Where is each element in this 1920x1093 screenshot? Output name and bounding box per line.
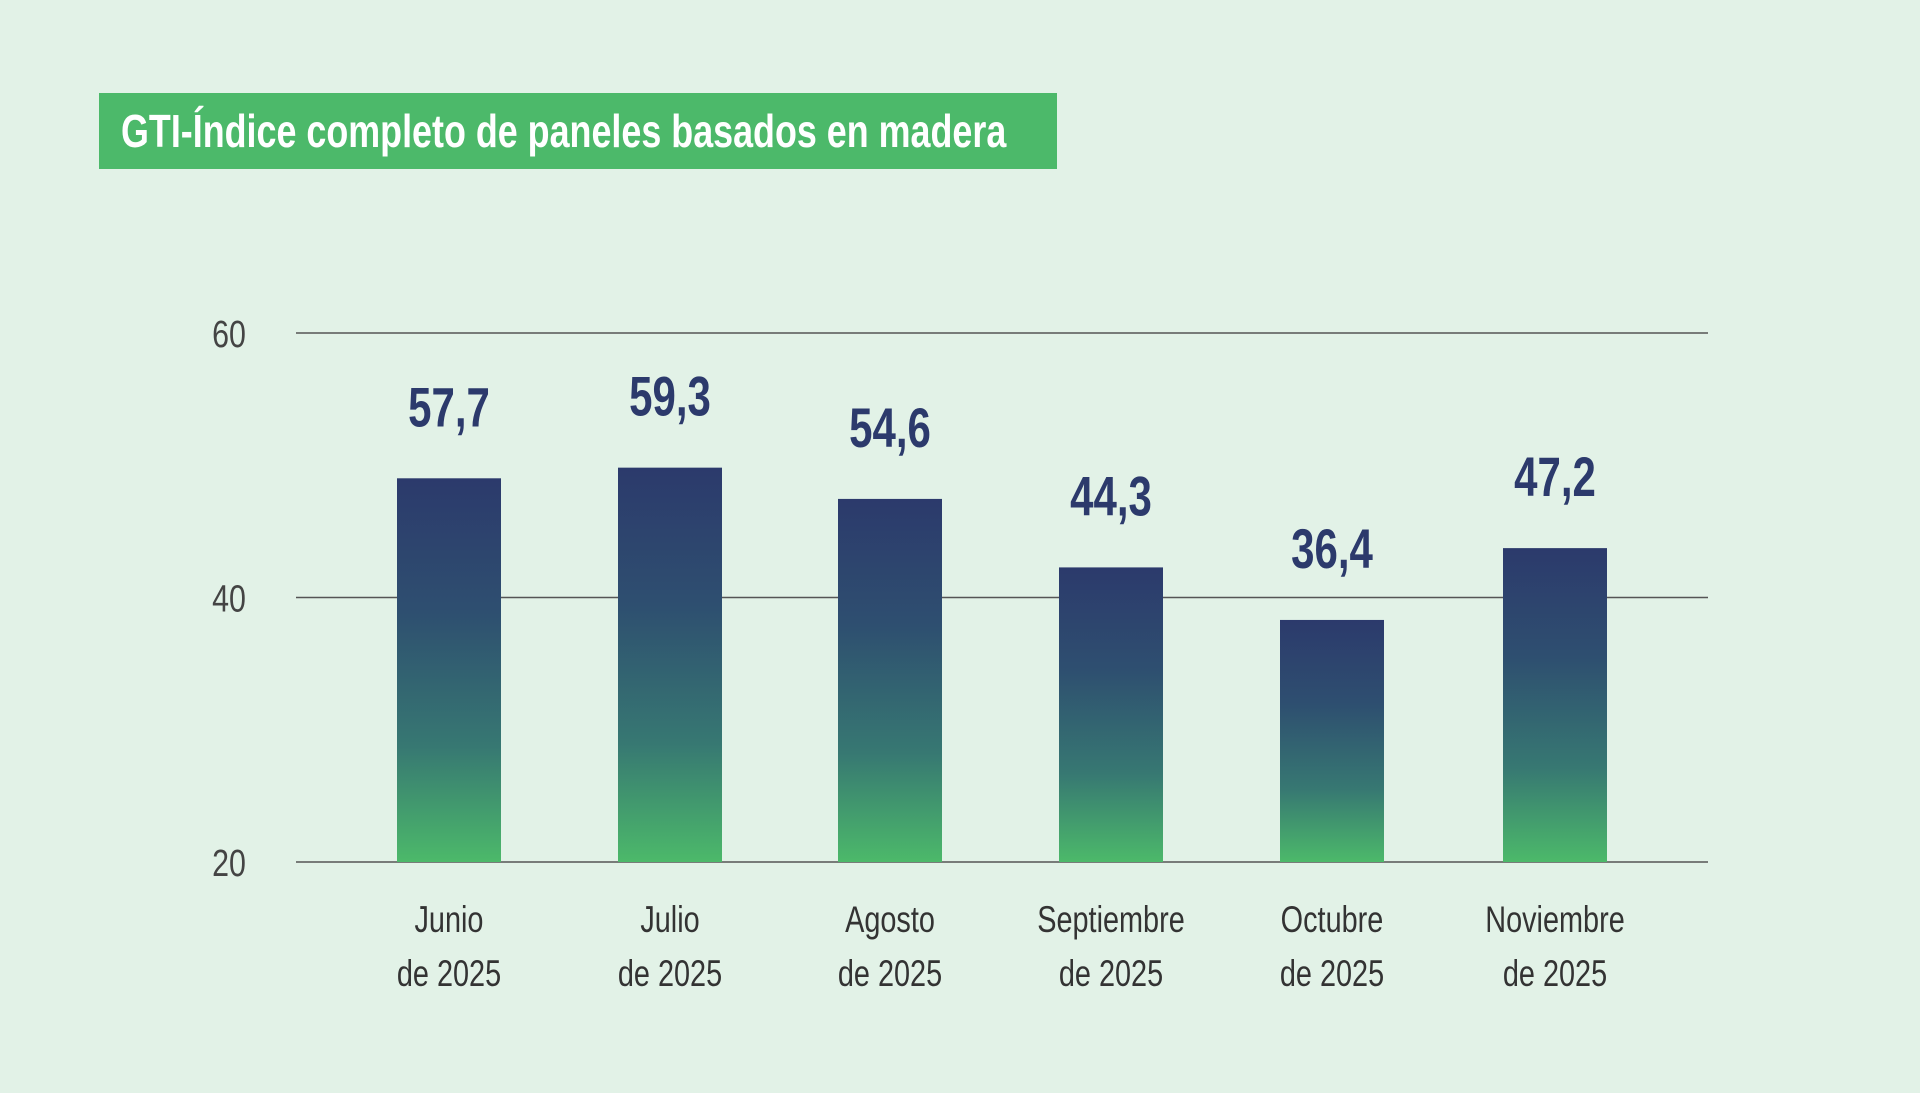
y-tick-label: 60 — [212, 314, 246, 356]
y-tick-label: 40 — [212, 578, 246, 620]
chart-title: GTI-Índice completo de paneles basados e… — [121, 105, 1007, 157]
x-tick-label: de 2025 — [397, 954, 501, 995]
data-label: 47,2 — [1514, 446, 1596, 508]
x-tick-label: Septiembre — [1037, 900, 1185, 941]
x-tick-label: Junio — [415, 900, 484, 941]
chart-title-box: GTI-Índice completo de paneles basados e… — [99, 93, 1057, 169]
x-tick-label: Octubre — [1281, 900, 1384, 941]
x-tick-label: de 2025 — [1280, 954, 1384, 995]
x-tick-label: Noviembre — [1485, 900, 1625, 941]
data-label: 36,4 — [1291, 518, 1373, 580]
bar — [1280, 619, 1384, 862]
data-label: 44,3 — [1070, 466, 1152, 528]
bar — [618, 467, 722, 862]
bar — [1503, 548, 1607, 862]
bar — [838, 498, 942, 862]
bar — [397, 478, 501, 862]
x-tick-label: de 2025 — [1503, 954, 1607, 995]
x-tick-label: Agosto — [845, 900, 935, 941]
x-tick-label: de 2025 — [1059, 954, 1163, 995]
data-label: 57,7 — [408, 377, 490, 439]
x-tick-label: de 2025 — [838, 954, 942, 995]
y-tick-label: 20 — [212, 843, 246, 885]
data-label: 59,3 — [629, 366, 711, 428]
data-label: 54,6 — [849, 397, 931, 459]
bar — [1059, 567, 1163, 862]
x-tick-label: de 2025 — [618, 954, 722, 995]
x-tick-label: Julio — [640, 900, 699, 941]
